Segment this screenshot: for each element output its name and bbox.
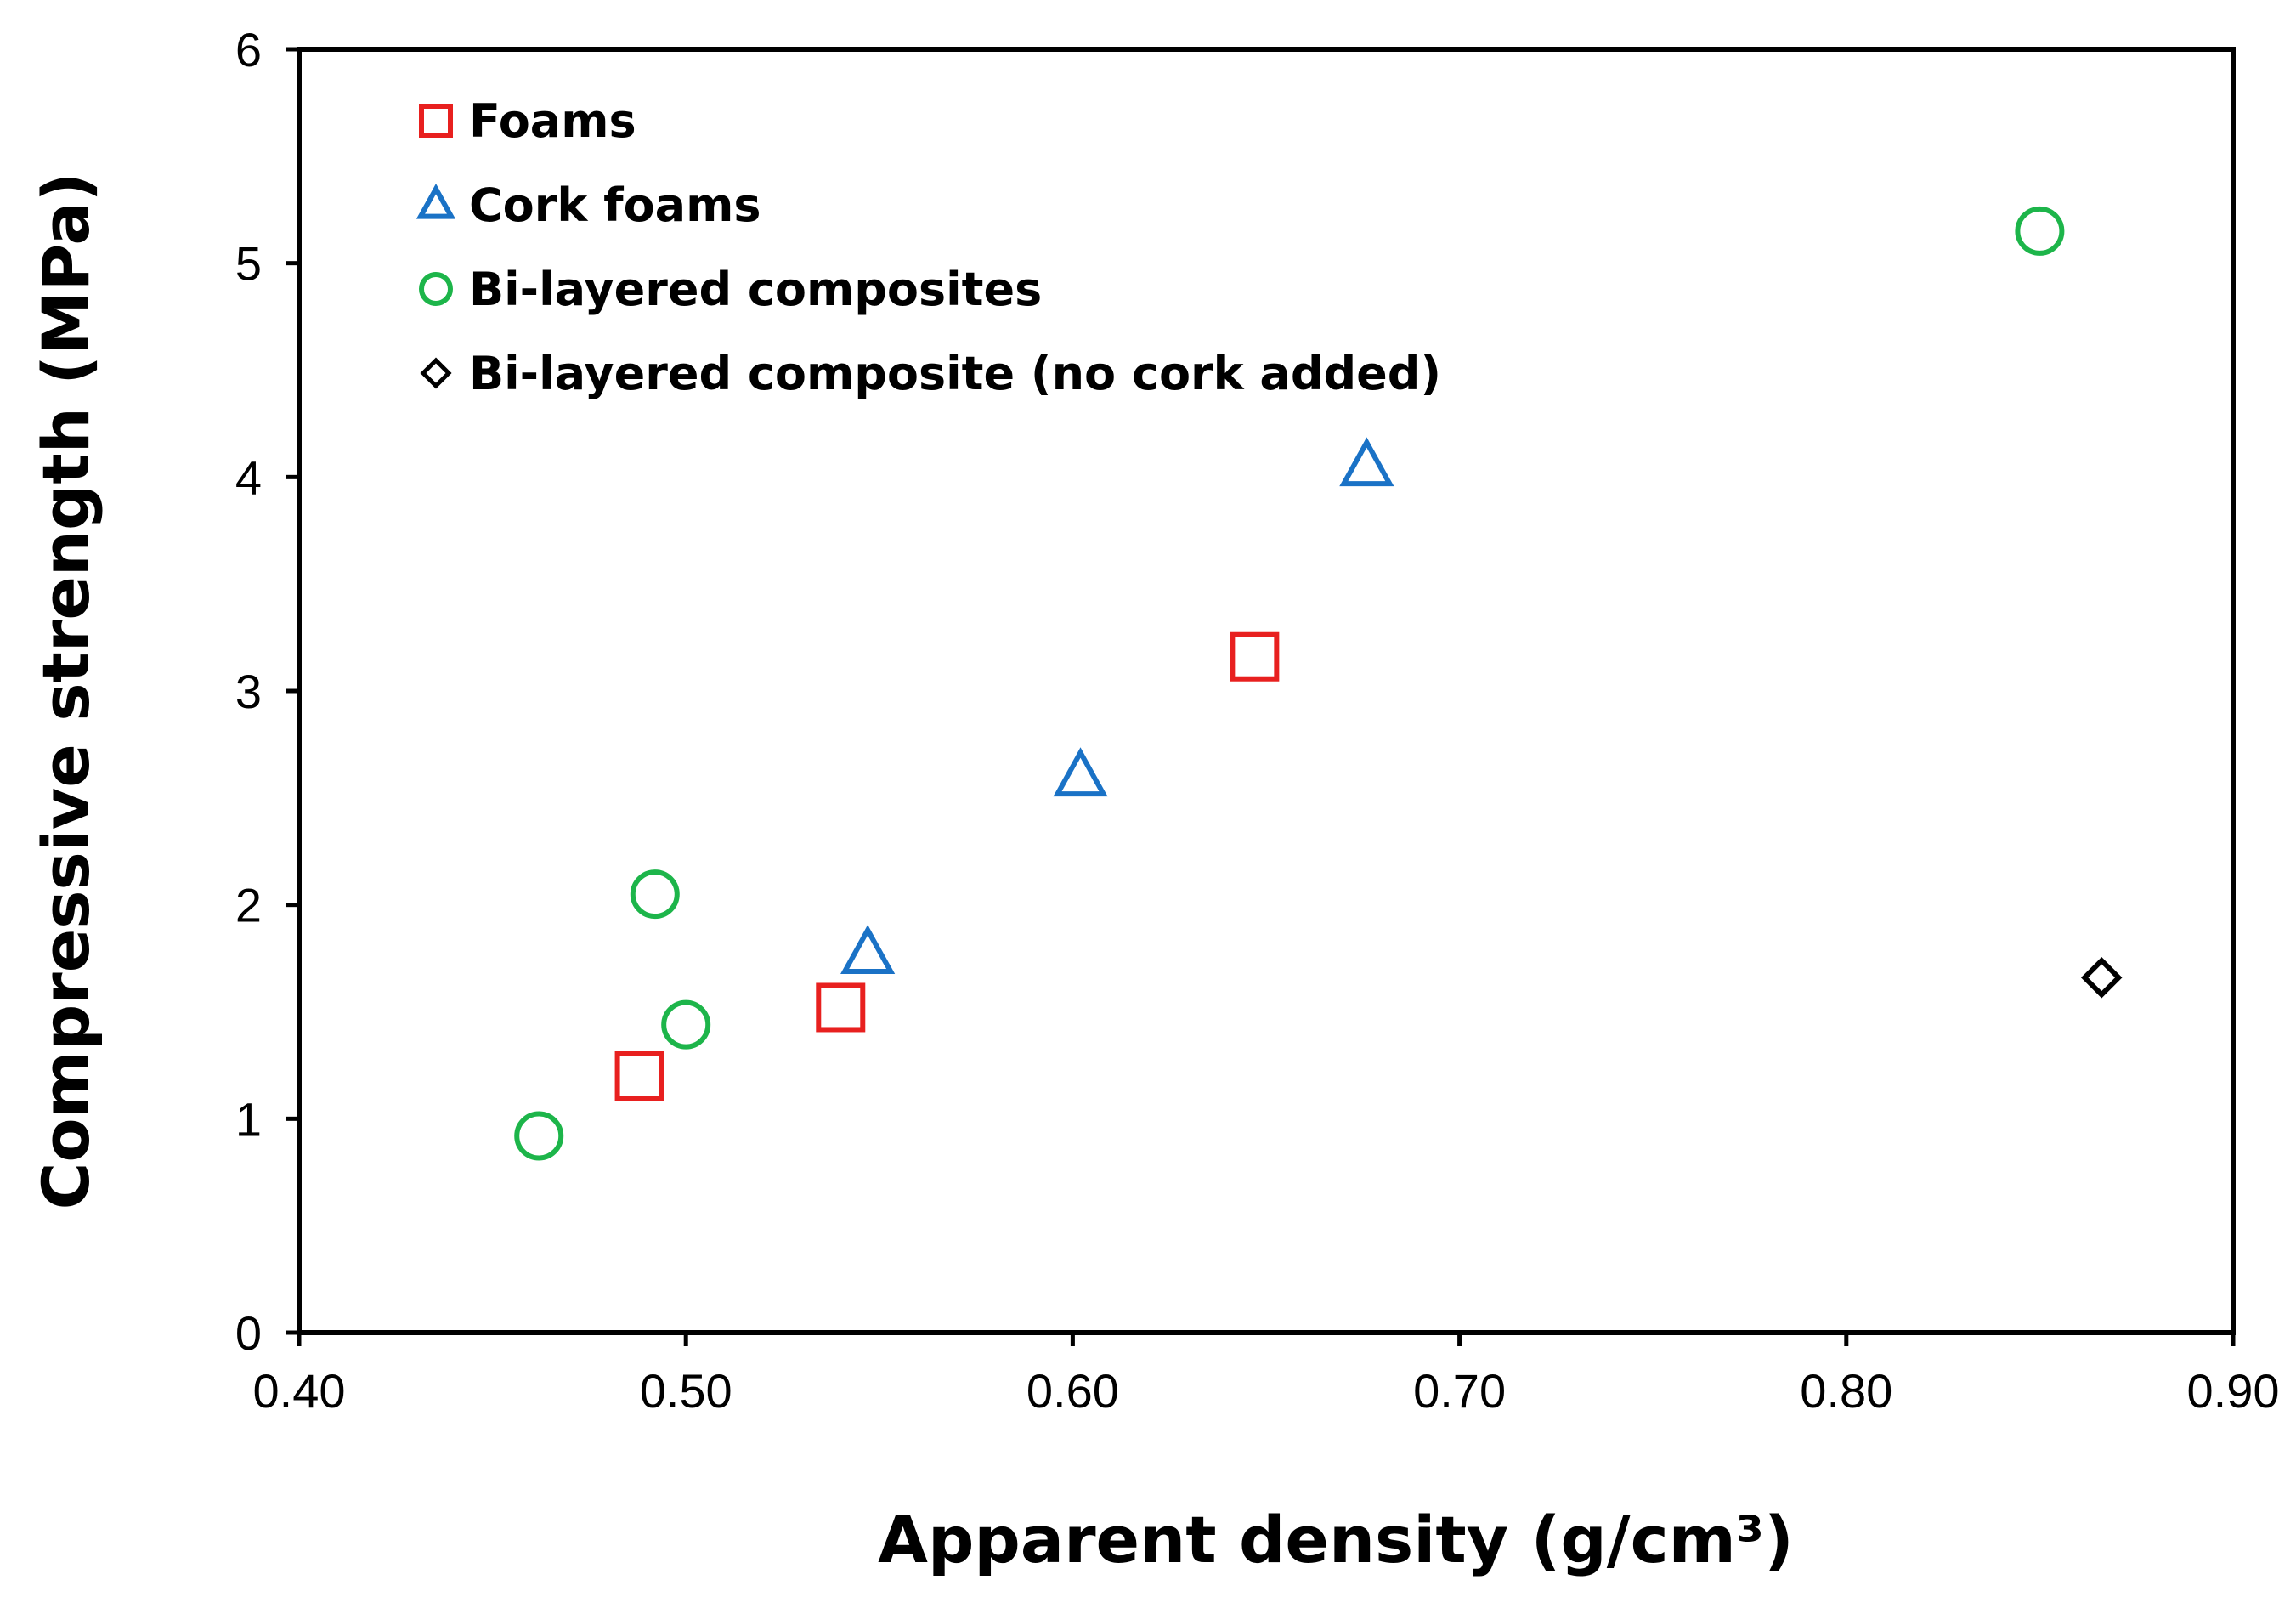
x-tick-label: 0.60 bbox=[1026, 1364, 1119, 1418]
y-tick-label: 6 bbox=[235, 23, 262, 76]
plot-area bbox=[297, 47, 2236, 1335]
x-tick-label: 0.70 bbox=[1413, 1364, 1506, 1418]
circle-point-bi-layered-composites bbox=[2015, 206, 2065, 256]
legend-diamond-icon bbox=[420, 357, 452, 389]
x-tick-label: 0.40 bbox=[253, 1364, 346, 1418]
legend-label: Cork foams bbox=[469, 178, 761, 232]
y-axis-ticks: 0 1 2 3 4 5 6 bbox=[235, 23, 299, 1360]
square-point-foams bbox=[816, 982, 866, 1033]
x-tick-label: 0.50 bbox=[640, 1364, 732, 1418]
y-tick-label: 1 bbox=[235, 1092, 262, 1146]
y-axis-title: Compressive strength (MPa) bbox=[28, 173, 104, 1210]
triangle-point-cork-foams bbox=[1053, 747, 1108, 797]
legend-label: Foams bbox=[469, 94, 636, 148]
y-tick-label: 5 bbox=[235, 237, 262, 291]
y-tick-label: 0 bbox=[235, 1306, 262, 1360]
legend: Foams Cork foams Bi-layered composites Bi-l… bbox=[416, 94, 1441, 400]
square-point-foams bbox=[614, 1051, 664, 1101]
legend-label: Bi-layered composites bbox=[469, 263, 1042, 316]
legend-triangle-icon bbox=[416, 184, 456, 219]
triangle-point-cork-foams bbox=[840, 925, 896, 974]
square-point-foams bbox=[1230, 631, 1280, 682]
x-axis-ticks: 0.40 0.50 0.60 0.70 0.80 0.90 bbox=[253, 1333, 2280, 1418]
circle-point-bi-layered-composites bbox=[630, 869, 680, 920]
circle-point-bi-layered-composites bbox=[514, 1111, 564, 1161]
y-tick-label: 4 bbox=[235, 450, 262, 504]
legend-circle-icon bbox=[419, 272, 453, 306]
x-tick-label: 0.90 bbox=[2187, 1364, 2280, 1418]
legend-square-icon bbox=[419, 104, 453, 138]
x-axis-title: Apparent density (g/cm³) bbox=[878, 1502, 1794, 1577]
data-points bbox=[514, 206, 2123, 1161]
y-tick-label: 3 bbox=[235, 665, 262, 718]
legend-label: Bi-layered composite (no cork added) bbox=[469, 347, 1441, 400]
diamond-point-bi-layered-composite-no-cork-added bbox=[2080, 956, 2123, 999]
y-tick-label: 2 bbox=[235, 879, 262, 932]
x-tick-label: 0.80 bbox=[1800, 1364, 1892, 1418]
circle-point-bi-layered-composites bbox=[661, 999, 711, 1050]
triangle-point-cork-foams bbox=[1339, 437, 1394, 487]
